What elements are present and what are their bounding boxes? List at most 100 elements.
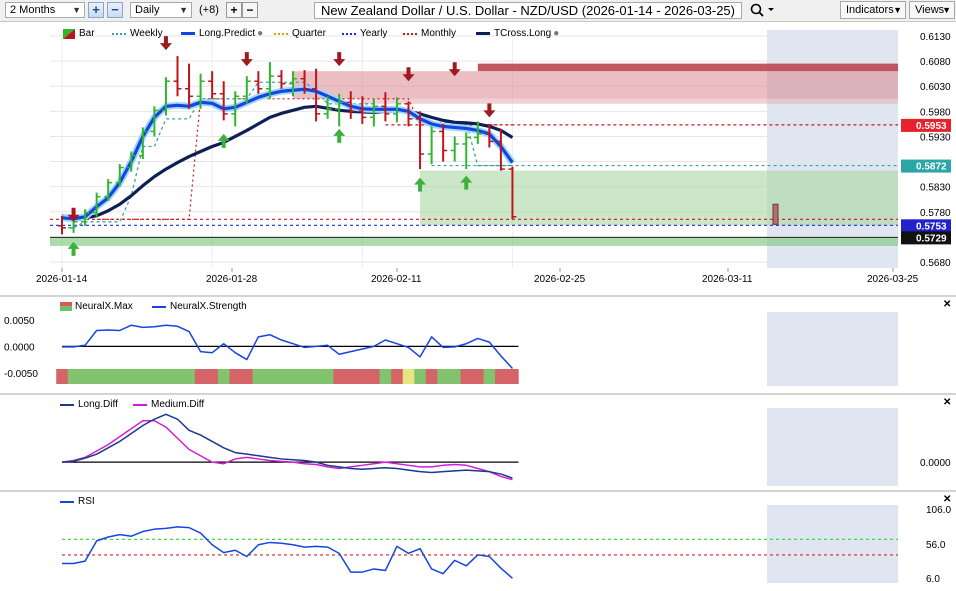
chevron-down-icon: ▼ (72, 5, 81, 15)
price-bar (312, 68, 321, 122)
close-panel-icon[interactable]: ✕ (943, 494, 952, 505)
forecast-shade (767, 312, 898, 386)
tcross-swatch (476, 32, 490, 35)
monthly-swatch (403, 32, 417, 35)
price-bar (196, 73, 205, 109)
long-diff-line (61, 413, 513, 479)
neuralx-max-block (460, 369, 473, 384)
neuralx-max-block (414, 369, 427, 384)
rsi-axis-label: 56.0 (926, 540, 946, 551)
price-bar (81, 209, 90, 226)
support-zone (420, 170, 898, 226)
neuralx-axis-label: 0.0050 (4, 316, 35, 327)
yearly-price-tag-label: 0.5753 (916, 221, 947, 232)
date-axis-label: 2026-02-11 (371, 274, 422, 285)
medium-diff-swatch (133, 403, 147, 406)
price-axis-label: 0.5780 (920, 208, 951, 219)
date-axis-label: 2026-01-14 (36, 274, 88, 285)
resistance-zone (477, 63, 898, 72)
legend-neuralx-max-label: NeuralX.Max (75, 301, 133, 312)
offset-increase-button[interactable]: + (226, 2, 242, 18)
date-axis-label: 2026-01-28 (206, 274, 258, 285)
settings-dot-icon[interactable]: ● (257, 28, 264, 39)
price-bar (323, 96, 332, 119)
chart-area[interactable]: 0.6130 0.6080 0.6030 0.5980 0.5930 0.5830 0.57… (0, 22, 956, 591)
rsi-swatch (60, 500, 74, 503)
price-bar (300, 70, 309, 94)
price-bar (127, 151, 136, 172)
neuralx-strength-line (62, 324, 514, 370)
sell-signal-arrow-icon (402, 67, 415, 82)
price-axis-label: 0.5830 (920, 183, 951, 194)
neuralx-max-block (217, 369, 230, 384)
legend-monthly-label: Monthly (421, 28, 457, 39)
forecast-box (772, 203, 779, 225)
price-bar (416, 111, 425, 170)
legend-rsi-label: RSI (78, 496, 95, 507)
search-icon (750, 3, 774, 17)
zoom-in-button[interactable]: + (88, 2, 104, 18)
neuralx-max-block (113, 369, 127, 384)
neuralx-max-block (102, 369, 115, 384)
chevron-down-icon: ▼ (893, 5, 902, 15)
yearly-swatch (342, 32, 356, 35)
sell-signal-arrow-icon (483, 103, 496, 118)
close-panel-icon[interactable]: ✕ (943, 299, 952, 310)
price-bar (346, 91, 355, 119)
price-axis-label: 0.6030 (920, 82, 951, 93)
support-zone (50, 237, 898, 246)
offset-label: (+8) (199, 4, 219, 16)
indicators-button[interactable]: Indicators ▼ (840, 1, 906, 19)
price-bar (104, 179, 113, 201)
legend-long-diff-label: Long.Diff (78, 399, 118, 410)
neuralx-max-block (137, 369, 150, 384)
resistance-zone (293, 71, 898, 99)
search-button[interactable] (748, 1, 776, 19)
legend-medium-diff: Medium.Diff (133, 399, 204, 410)
neuralx-max-block (264, 369, 277, 384)
buy-signal-arrow-icon (414, 177, 427, 192)
price-bar (58, 215, 66, 235)
price-axis-label: 0.6080 (920, 57, 951, 68)
neuralx-max-block (448, 369, 461, 384)
price-axis-label: 0.5930 (920, 132, 951, 143)
neuralx-max-block (298, 369, 311, 384)
neuralx-max-block (148, 369, 161, 384)
price-bar (508, 166, 517, 220)
legend-quarter: Quarter (274, 28, 326, 39)
date-axis-label: 2026-03-25 (867, 274, 919, 285)
zoom-out-button[interactable]: − (107, 2, 123, 18)
price-bar (231, 91, 240, 127)
neuralx-max-block (344, 369, 358, 384)
interval-select[interactable]: Daily ▼ (130, 2, 192, 18)
legend-rsi: RSI (60, 496, 95, 507)
neuralx-max-block (402, 369, 415, 384)
price-bar (185, 63, 194, 109)
period-select[interactable]: 2 Months ▼ (5, 2, 85, 18)
close-panel-icon[interactable]: ✕ (943, 397, 952, 408)
offset-decrease-button[interactable]: − (242, 2, 258, 18)
neuralx-max-block (125, 369, 138, 384)
long-predict-line (61, 87, 514, 221)
indicators-label: Indicators (846, 4, 894, 16)
neuralx-max-block (171, 369, 184, 384)
neuralx-max-block (287, 369, 300, 384)
price-bar (161, 77, 170, 116)
neuralx-max-block (229, 369, 242, 384)
medium-diff-line (61, 419, 513, 481)
symbol-title[interactable]: New Zealand Dollar / U.S. Dollar - NZD/U… (314, 2, 742, 19)
price-bar (208, 71, 217, 99)
legend-tcross-label: TCross.Long (494, 28, 552, 39)
long-diff-swatch (60, 403, 74, 406)
price-bar (462, 132, 471, 170)
neuralx-max-block (90, 369, 103, 384)
legend-neuralx-max: NeuralX.Max (60, 301, 133, 312)
settings-dot-icon[interactable]: ● (553, 28, 560, 39)
legend-tcross: TCross.Long ● (476, 28, 559, 39)
price-bar (115, 164, 124, 187)
views-button[interactable]: Views ▼ (909, 1, 955, 19)
legend-long-predict: Long.Predict ● (181, 28, 263, 39)
price-bar (369, 98, 378, 127)
neuralx-axis-label: 0.0000 (4, 342, 35, 353)
legend-yearly: Yearly (342, 28, 387, 39)
